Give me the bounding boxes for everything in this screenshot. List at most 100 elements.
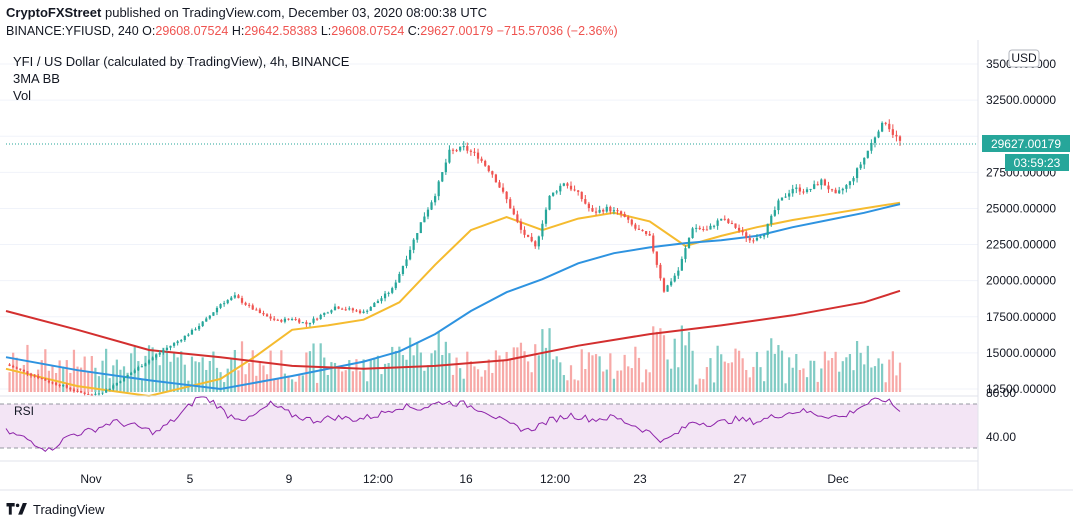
candle-body — [337, 306, 340, 309]
publisher-name[interactable]: CryptoFXStreet — [6, 5, 102, 20]
candle-body — [144, 363, 147, 367]
volume-bar — [873, 366, 877, 392]
volume-bar — [605, 369, 608, 392]
candle-body — [684, 248, 687, 259]
candle-body — [609, 206, 612, 212]
time-tick-label: 27 — [733, 472, 747, 486]
volume-bar — [169, 361, 172, 392]
candle-body — [255, 309, 258, 311]
volume-bar — [333, 362, 337, 392]
volume-bar — [891, 351, 894, 392]
volume-bar — [408, 337, 412, 392]
candle-body — [455, 150, 458, 152]
volume-bar — [298, 374, 301, 392]
candle-body — [412, 239, 415, 250]
volume-bar — [423, 370, 426, 392]
volume-bar — [877, 358, 880, 392]
volume-bar — [172, 351, 176, 392]
candle-body — [15, 367, 18, 369]
candle-body — [555, 191, 558, 193]
low-label: L: — [320, 24, 332, 38]
volume-bar — [823, 351, 827, 392]
volume-bar — [884, 382, 887, 392]
candle-body — [680, 258, 683, 271]
volume-bar — [634, 346, 637, 392]
candle-body — [494, 174, 498, 183]
volume-bar — [820, 368, 823, 392]
volume-bar — [691, 350, 694, 392]
candle-body — [187, 334, 190, 336]
volume-bar — [105, 348, 108, 392]
volume-bar — [866, 345, 869, 392]
volume-bar — [301, 375, 304, 392]
volume-bar — [94, 367, 97, 392]
candle-body — [544, 209, 548, 224]
candle-body — [29, 373, 33, 376]
price-axis[interactable]: 35000.0000032500.0000027500.0000025000.0… — [986, 57, 1056, 396]
candle-body — [698, 227, 701, 230]
candle-body — [373, 303, 376, 307]
candle-body — [462, 146, 465, 148]
volume-bar — [72, 349, 76, 392]
volume-bar — [670, 368, 673, 392]
candle-body — [65, 385, 68, 388]
candle-body — [294, 318, 297, 320]
volume-bar — [412, 355, 415, 392]
candle-body — [791, 188, 794, 194]
volume-bar — [140, 379, 143, 392]
high-value: 29642.58383 — [244, 24, 318, 38]
volume-bar — [230, 359, 233, 392]
time-tick-label: 16 — [459, 472, 473, 486]
volume-bar — [498, 355, 501, 392]
candle-body — [530, 236, 533, 242]
candle-body — [716, 220, 719, 226]
candle-body — [72, 389, 76, 391]
tradingview-logo[interactable]: TradingView — [6, 502, 105, 517]
candle-body — [584, 199, 587, 204]
candle-body — [133, 370, 136, 373]
candle-body — [548, 195, 551, 210]
candle-body — [215, 307, 219, 313]
volume-bar — [852, 370, 855, 392]
volume-bar — [358, 371, 362, 392]
volume-bar — [584, 369, 587, 392]
volume-bar — [548, 328, 551, 392]
candle-body — [677, 270, 680, 276]
time-axis[interactable]: Nov 5 9 12:00 16 12:00 23 27 Dec — [80, 472, 848, 486]
candle-body — [884, 122, 887, 124]
candle-body — [140, 366, 143, 368]
candle-body — [244, 302, 247, 305]
candle-body — [480, 158, 483, 161]
candle-body — [487, 165, 490, 172]
candle-body — [834, 189, 837, 194]
volume-label[interactable]: Vol — [13, 88, 32, 103]
candle-body — [197, 326, 201, 330]
candle-body — [709, 225, 712, 230]
volume-bar — [126, 372, 129, 392]
volume-bar — [855, 340, 859, 392]
candle-body — [670, 281, 673, 286]
volume-bar — [734, 348, 737, 392]
candle-body — [119, 381, 122, 383]
volume-bar — [673, 338, 676, 392]
candle-body — [165, 347, 169, 351]
currency-badge[interactable] — [1008, 49, 1040, 68]
volume-bar — [151, 347, 154, 392]
tradingview-brand: TradingView — [33, 502, 105, 517]
volume-bar — [316, 382, 319, 392]
indicator-label[interactable]: 3MA BB — [13, 71, 60, 86]
volume-bar — [455, 357, 458, 392]
volume-bar — [727, 363, 730, 392]
candle-body — [212, 312, 215, 316]
volume-bar — [859, 352, 862, 392]
volume-bar — [619, 370, 623, 392]
candle-body — [97, 393, 101, 395]
volume-bar — [666, 359, 669, 392]
candle-body — [559, 185, 562, 192]
volume-bar — [562, 375, 565, 392]
candle-body — [580, 191, 583, 200]
candle-body — [276, 319, 279, 321]
volume-bar — [881, 363, 884, 392]
candle-body — [630, 219, 633, 225]
